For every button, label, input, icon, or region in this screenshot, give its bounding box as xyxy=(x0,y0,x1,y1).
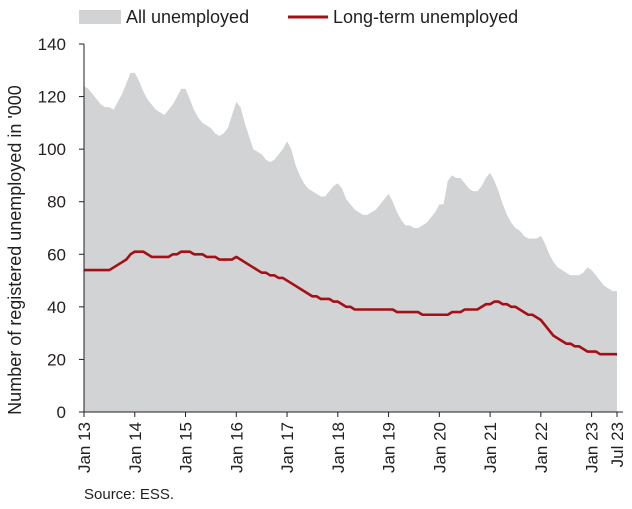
y-ticks: 0 20 40 60 80 100 120 140 xyxy=(38,35,84,422)
line-layer xyxy=(84,250,617,356)
series-line-long-term-unemployed xyxy=(84,250,617,356)
x-tick-label: Jul 23 xyxy=(608,422,627,467)
legend-swatch-all-unemployed xyxy=(79,10,121,24)
y-tick-label: 40 xyxy=(47,298,66,317)
x-tick-label: Jan 20 xyxy=(430,422,449,473)
series-area-all-unemployed xyxy=(84,72,617,412)
x-tick-label: Jan 13 xyxy=(75,422,94,473)
legend-label-long-term-unemployed: Long-term unemployed xyxy=(333,7,518,27)
y-tick-label: 100 xyxy=(38,140,66,159)
legend: All unemployed Long-term unemployed xyxy=(79,7,518,27)
legend-label-all-unemployed: All unemployed xyxy=(126,7,249,27)
x-tick-label: Jan 19 xyxy=(380,422,399,473)
y-tick-label: 140 xyxy=(38,35,66,54)
x-tick-label: Jan 21 xyxy=(481,422,500,473)
y-axis-title: Number of registered unemployed in '000 xyxy=(5,85,25,415)
area-layer xyxy=(84,72,617,412)
y-tick-label: 0 xyxy=(57,403,66,422)
y-tick-label: 80 xyxy=(47,193,66,212)
x-tick-label: Jan 16 xyxy=(227,422,246,473)
x-tick-label: Jan 14 xyxy=(126,422,145,473)
x-tick-label: Jan 22 xyxy=(532,422,551,473)
x-tick-label: Jan 15 xyxy=(177,422,196,473)
y-tick-label: 60 xyxy=(47,245,66,264)
x-tick-label: Jan 17 xyxy=(278,422,297,473)
y-tick-label: 20 xyxy=(47,350,66,369)
x-tick-label: Jan 18 xyxy=(329,422,348,473)
source-note: Source: ESS. xyxy=(84,486,174,503)
x-tick-label: Jan 23 xyxy=(583,422,602,473)
x-ticks: Jan 13 Jan 14 Jan 15 Jan 16 Jan 17 Jan 18 Jan … xyxy=(75,412,627,473)
y-tick-label: 120 xyxy=(38,88,66,107)
